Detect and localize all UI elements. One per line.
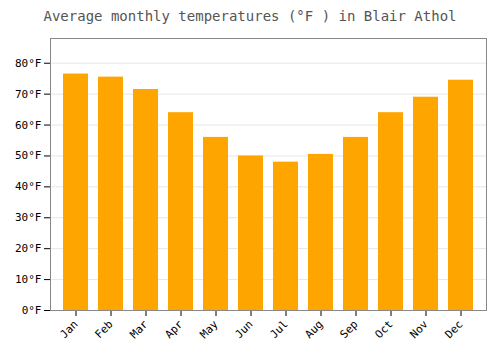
svg-text:50°F: 50°F	[15, 149, 42, 162]
svg-text:70°F: 70°F	[15, 88, 42, 101]
svg-text:20°F: 20°F	[15, 242, 42, 255]
svg-text:10°F: 10°F	[15, 273, 42, 286]
svg-text:Jul: Jul	[267, 318, 290, 341]
svg-text:30°F: 30°F	[15, 211, 42, 224]
svg-text:0°F: 0°F	[22, 304, 42, 317]
svg-text:Oct: Oct	[372, 318, 395, 341]
svg-text:Jan: Jan	[57, 318, 80, 341]
svg-text:Feb: Feb	[92, 318, 115, 341]
svg-text:Apr: Apr	[162, 317, 186, 341]
svg-text:80°F: 80°F	[15, 57, 42, 70]
svg-text:Aug: Aug	[302, 318, 325, 341]
svg-text:Mar: Mar	[127, 317, 151, 341]
svg-text:Nov: Nov	[407, 317, 431, 341]
html-text:Average monthly temperatures (: Average monthly temperatures (°F ) in Bl…	[43, 8, 457, 24]
svg-text:May: May	[197, 317, 221, 341]
svg-text:40°F: 40°F	[15, 180, 42, 193]
svg-text:Sep: Sep	[337, 318, 360, 341]
svg-text:60°F: 60°F	[15, 119, 42, 132]
svg-text:Jun: Jun	[232, 318, 255, 341]
svg-text:Dec: Dec	[442, 318, 465, 341]
